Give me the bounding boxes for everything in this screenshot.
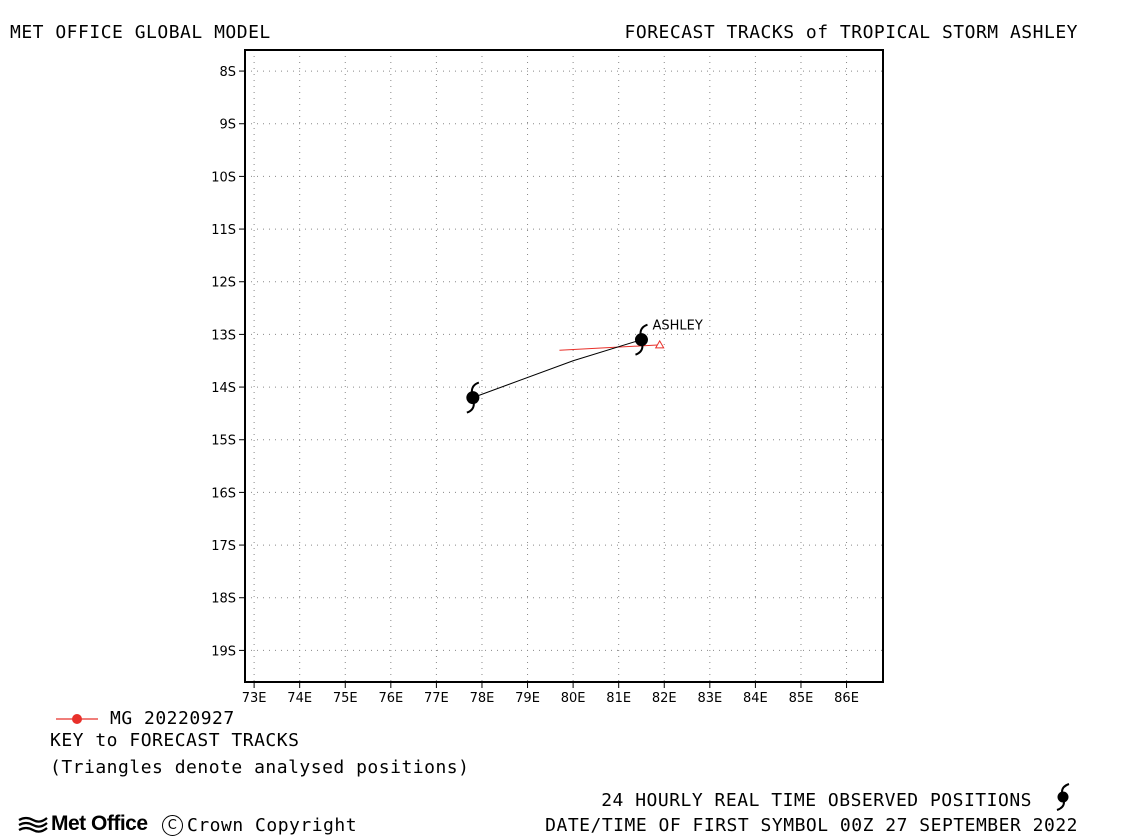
storm-symbol (634, 323, 648, 356)
lon-tick-label: 77E (424, 691, 449, 706)
key-entry-symbol (56, 714, 98, 724)
copyright-text: Crown Copyright (187, 815, 358, 836)
lat-tick-label: 19S (211, 644, 236, 659)
lat-tick-label: 16S (211, 486, 236, 501)
met-office-logo: Met Office (18, 812, 148, 836)
storm-symbol-arm (470, 381, 480, 392)
lon-tick-label: 75E (333, 691, 358, 706)
storm-symbol-arm (466, 403, 475, 414)
lat-tick-label: 13S (211, 328, 236, 343)
storm-symbol (466, 381, 480, 414)
lon-tick-label: 76E (378, 691, 403, 706)
lat-tick-label: 12S (211, 276, 236, 291)
storm-symbol-arm (639, 323, 648, 334)
lat-tick-label: 17S (211, 539, 236, 554)
first-symbol-date-label: DATE/TIME OF FIRST SYMBOL 00Z 27 SEPTEMB… (545, 815, 1078, 836)
lon-tick-label: 80E (561, 691, 586, 706)
lat-tick-label: 11S (211, 223, 236, 238)
lat-tick-label: 10S (211, 170, 236, 185)
lon-tick-label: 79E (515, 691, 540, 706)
storm-name-label: ASHLEY (652, 319, 702, 334)
lon-tick-label: 85E (789, 691, 814, 706)
storm-symbol-eye (466, 391, 480, 405)
track-layer (466, 323, 665, 414)
key-entry-label: MG 20220927 (110, 708, 235, 729)
lon-tick-label: 83E (697, 691, 722, 706)
lon-tick-label: 78E (470, 691, 495, 706)
map-ticks: 73E 74E 75E 76E 77E 78E 79E 80E 81E 82E 83E 84E 85E 8… (211, 65, 859, 706)
lat-tick-label: 14S (211, 381, 236, 396)
lon-tick-label: 82E (652, 691, 677, 706)
met-office-waves-icon (18, 816, 48, 833)
lat-tick-label: 9S (219, 118, 236, 133)
lon-tick-label: 73E (242, 691, 267, 706)
lon-tick-label: 81E (606, 691, 631, 706)
observed-positions-label: 24 HOURLY REAL TIME OBSERVED POSITIONS (601, 790, 1032, 811)
map-grid (245, 50, 883, 682)
header-right-title: FORECAST TRACKS of TROPICAL STORM ASHLEY (624, 22, 1078, 43)
lon-tick-label: 86E (834, 691, 859, 706)
copyright-symbol: C (162, 815, 183, 836)
lat-tick-label: 8S (219, 65, 236, 80)
storm-symbol-eye (634, 333, 648, 347)
map-frame (244, 49, 884, 683)
key-title: KEY to FORECAST TRACKS (50, 730, 300, 751)
brand-name: Met Office (51, 812, 148, 835)
lon-tick-label: 74E (287, 691, 312, 706)
analysed-position-triangle (654, 339, 665, 349)
storm-symbol-arm (635, 345, 644, 356)
lat-tick-label: 18S (211, 592, 236, 607)
lat-tick-label: 15S (211, 434, 236, 449)
lon-tick-label: 84E (743, 691, 768, 706)
hurricane-symbol-icon (1056, 783, 1070, 811)
copyright-notice: C Crown Copyright (162, 815, 357, 836)
key-note: (Triangles denote analysed positions) (50, 757, 470, 778)
header-left-title: MET OFFICE GLOBAL MODEL (10, 22, 271, 43)
observed-track-line (472, 339, 642, 399)
